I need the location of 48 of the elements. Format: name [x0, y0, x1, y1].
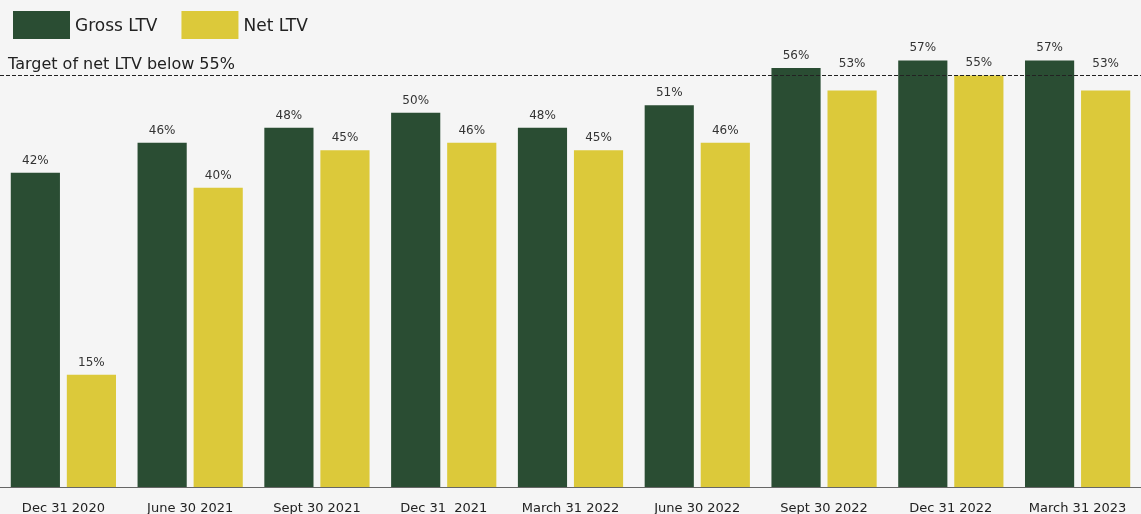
data-label: 57% — [909, 40, 937, 55]
bar — [391, 112, 441, 487]
data-label: 46% — [148, 122, 176, 137]
ref-line-label: Target of net LTV below 55% — [7, 53, 235, 73]
bar — [573, 150, 624, 487]
bar — [771, 67, 821, 487]
data-label: 51% — [655, 85, 683, 100]
bar — [898, 60, 948, 487]
data-label: 15% — [78, 354, 105, 369]
x-tick-label: March 31 2022 — [521, 500, 620, 514]
bar — [264, 127, 314, 487]
bar — [10, 172, 60, 487]
x-tick-label: June 30 2021 — [146, 500, 234, 514]
data-label: 46% — [458, 122, 486, 137]
data-label: 48% — [275, 107, 303, 122]
legend-label: Net LTV — [243, 15, 309, 35]
x-tick-label: June 30 2022 — [653, 500, 741, 514]
bar — [447, 142, 497, 487]
x-tick-label: Dec 31 2021 — [400, 500, 488, 514]
data-label: 56% — [782, 47, 810, 62]
x-tick-label: Dec 31 2022 — [909, 500, 993, 514]
data-label: 40% — [204, 167, 232, 182]
bar — [137, 142, 187, 487]
x-tick-label: Sept 30 2021 — [273, 500, 361, 514]
bar — [66, 374, 116, 487]
bar — [1081, 90, 1131, 487]
data-label: 42% — [22, 152, 49, 167]
bar — [193, 187, 243, 487]
data-label: 45% — [585, 130, 612, 145]
data-label: 45% — [331, 130, 359, 145]
data-label: 46% — [711, 122, 739, 137]
data-label: 53% — [1092, 56, 1119, 71]
data-label: 57% — [1036, 40, 1063, 55]
bar — [517, 127, 568, 487]
x-tick-label: Dec 31 2020 — [21, 500, 105, 514]
data-label: 53% — [838, 56, 866, 71]
bar — [954, 75, 1004, 487]
bar — [320, 150, 370, 487]
x-tick-label: Sept 30 2022 — [780, 500, 868, 514]
data-label: 55% — [965, 55, 993, 70]
data-label: 48% — [529, 107, 556, 122]
bar — [700, 142, 750, 487]
bar — [644, 105, 694, 487]
data-label: 50% — [402, 92, 430, 107]
bar — [1025, 60, 1075, 487]
x-tick-label: March 31 2023 — [1028, 500, 1127, 514]
legend-label: Gross LTV — [75, 15, 158, 35]
bar — [827, 90, 877, 487]
